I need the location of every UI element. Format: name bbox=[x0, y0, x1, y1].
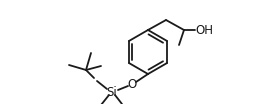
Text: O: O bbox=[127, 77, 137, 90]
Text: OH: OH bbox=[195, 24, 213, 37]
Text: Si: Si bbox=[107, 85, 117, 98]
